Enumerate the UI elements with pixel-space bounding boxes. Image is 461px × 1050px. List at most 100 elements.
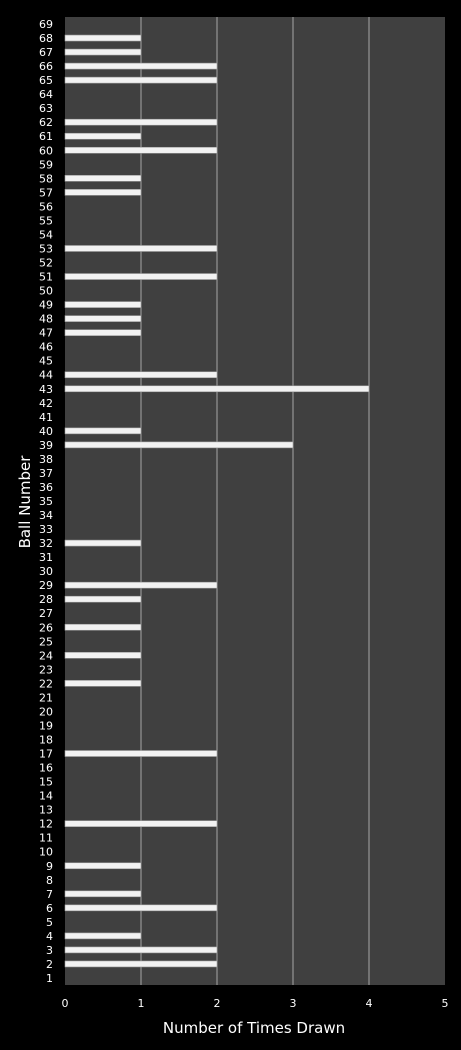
y-tick-label: 52 (39, 257, 53, 270)
y-tick-label: 5 (46, 916, 53, 929)
y-tick-label: 2 (46, 958, 53, 971)
x-tick-label: 3 (290, 997, 297, 1010)
x-tick-labels: 0 1 2 3 4 5 (62, 997, 449, 1010)
y-tick-label: 41 (39, 411, 53, 424)
bar-ball-44 (64, 371, 218, 379)
bar-ball-12 (64, 820, 218, 827)
bar-ball-51 (64, 273, 218, 280)
bar-ball-48 (64, 315, 142, 322)
bar-ball-29 (64, 581, 218, 589)
y-tick-label: 24 (39, 649, 53, 662)
y-tick-label: 3 (46, 944, 53, 957)
y-tick-label: 13 (39, 804, 53, 817)
bar-ball-40 (64, 427, 142, 435)
y-tick-label: 14 (39, 790, 53, 803)
y-tick-label: 27 (39, 607, 53, 620)
bar-ball-4 (64, 932, 142, 940)
y-tick-label: 32 (39, 537, 53, 550)
y-tick-label: 28 (39, 593, 53, 606)
y-tick-label: 64 (39, 88, 53, 101)
y-tick-label: 48 (39, 313, 53, 326)
y-tick-label: 7 (46, 888, 53, 901)
y-tick-label: 18 (39, 733, 53, 746)
y-tick-label: 42 (39, 397, 53, 410)
y-tick-label: 33 (39, 523, 53, 536)
bar-ball-9 (64, 862, 142, 870)
y-tick-label: 10 (39, 846, 53, 859)
y-tick-label: 47 (39, 327, 53, 340)
y-tick-label: 36 (39, 481, 53, 494)
y-tick-labels: 1234567891011121314151617181920212223242… (39, 18, 53, 985)
y-tick-label: 49 (39, 299, 53, 312)
x-tick-label: 4 (366, 997, 373, 1010)
y-tick-label: 45 (39, 355, 53, 368)
bar-ball-53 (64, 245, 218, 252)
y-tick-label: 46 (39, 341, 53, 354)
y-tick-label: 25 (39, 635, 53, 648)
y-tick-label: 16 (39, 762, 53, 775)
bar-ball-28 (64, 595, 142, 603)
y-tick-label: 69 (39, 18, 53, 31)
x-tick-label: 2 (214, 997, 221, 1010)
bar-ball-2 (64, 960, 218, 968)
y-tick-label: 34 (39, 509, 53, 522)
y-tick-label: 9 (46, 860, 53, 873)
y-tick-label: 6 (46, 902, 53, 915)
bar-ball-47 (64, 329, 142, 336)
y-tick-label: 65 (39, 74, 53, 87)
bar-ball-61 (64, 132, 142, 140)
y-tick-label: 60 (39, 144, 53, 157)
bar-ball-39 (64, 441, 294, 449)
bar-ball-58 (64, 175, 142, 182)
y-tick-label: 54 (39, 228, 53, 241)
y-tick-label: 58 (39, 172, 53, 185)
y-tick-label: 62 (39, 116, 53, 129)
y-tick-label: 21 (39, 691, 53, 704)
y-tick-label: 29 (39, 579, 53, 592)
x-axis-title: Number of Times Drawn (163, 1019, 345, 1037)
x-tick-label: 0 (62, 997, 69, 1010)
bar-ball-6 (64, 904, 218, 912)
y-tick-label: 26 (39, 621, 53, 634)
y-tick-label: 17 (39, 748, 53, 761)
x-tick-label: 1 (138, 997, 145, 1010)
y-tick-label: 23 (39, 663, 53, 676)
y-tick-label: 63 (39, 102, 53, 115)
y-tick-label: 20 (39, 705, 53, 718)
plot-area (65, 17, 445, 985)
bar-ball-7 (64, 890, 142, 898)
y-tick-label: 15 (39, 776, 53, 789)
bar-ball-65 (64, 76, 218, 84)
x-tick-label: 5 (442, 997, 449, 1010)
bar-ball-68 (64, 34, 142, 42)
y-tick-label: 30 (39, 565, 53, 578)
y-tick-label: 37 (39, 467, 53, 480)
bar-ball-32 (64, 539, 142, 547)
y-tick-label: 53 (39, 242, 53, 255)
y-tick-label: 57 (39, 186, 53, 199)
y-tick-label: 44 (39, 369, 53, 382)
y-tick-label: 4 (46, 930, 53, 943)
bar-ball-43 (64, 385, 370, 393)
bar-ball-62 (64, 118, 218, 126)
y-tick-label: 40 (39, 425, 53, 438)
bar-ball-22 (64, 680, 142, 687)
y-tick-label: 19 (39, 719, 53, 732)
bar-ball-17 (64, 750, 218, 757)
y-tick-label: 68 (39, 32, 53, 45)
bar-ball-66 (64, 62, 218, 70)
y-tick-label: 61 (39, 130, 53, 143)
bar-ball-24 (64, 652, 142, 659)
y-tick-label: 67 (39, 46, 53, 59)
y-tick-label: 43 (39, 383, 53, 396)
y-tick-label: 11 (39, 832, 53, 845)
bar-ball-67 (64, 48, 142, 56)
bar-ball-26 (64, 623, 142, 631)
y-tick-label: 8 (46, 874, 53, 887)
bar-ball-57 (64, 189, 142, 196)
bar-ball-3 (64, 946, 218, 954)
y-tick-label: 39 (39, 439, 53, 452)
y-tick-label: 31 (39, 551, 53, 564)
y-tick-label: 55 (39, 214, 53, 227)
